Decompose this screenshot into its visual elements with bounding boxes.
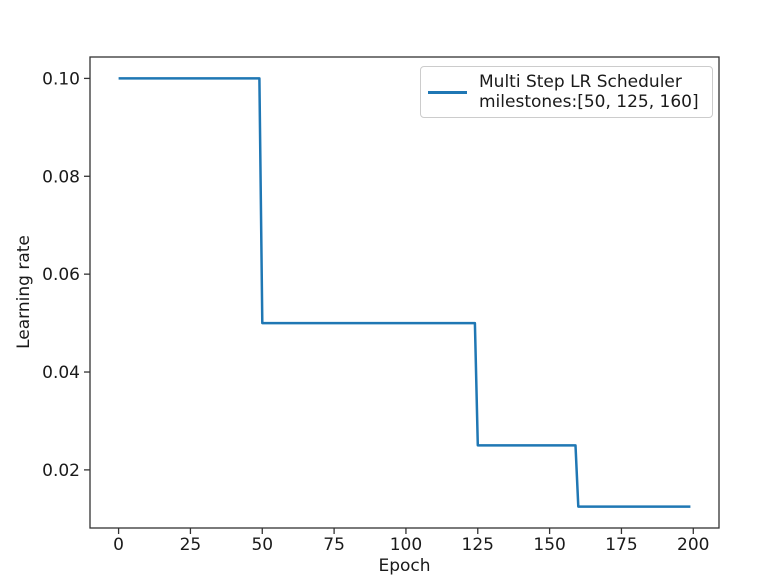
legend-label-line-1: Multi Step LR Scheduler	[479, 71, 682, 92]
x-axis-title: Epoch	[378, 556, 431, 576]
x-tick-label: 25	[180, 535, 202, 555]
x-tick-label: 0	[113, 535, 124, 555]
legend-label-line-2: milestones:[50, 125, 160]	[479, 92, 699, 112]
y-tick-label: 0.06	[42, 265, 80, 285]
x-tick-label: 75	[323, 535, 345, 555]
legend-line-sample-icon	[428, 90, 467, 94]
x-tick-label: 200	[677, 535, 709, 555]
x-tick-label: 50	[251, 535, 273, 555]
legend-label: Multi Step LR Scheduler milestones:[50, …	[479, 72, 699, 113]
plot-border	[89, 56, 720, 529]
legend: Multi Step LR Scheduler milestones:[50, …	[420, 66, 713, 118]
lr-step-line	[118, 77, 691, 508]
x-tick-label: 175	[605, 535, 637, 555]
y-tick-label: 0.10	[42, 69, 80, 89]
y-tick-label: 0.04	[42, 363, 80, 383]
x-tick-label: 150	[533, 535, 565, 555]
x-tick-label: 125	[462, 535, 494, 555]
y-axis-title: Learning rate	[14, 235, 34, 349]
y-tick-label: 0.08	[42, 167, 80, 187]
y-tick-label: 0.02	[42, 461, 80, 481]
x-tick-label: 100	[390, 535, 422, 555]
